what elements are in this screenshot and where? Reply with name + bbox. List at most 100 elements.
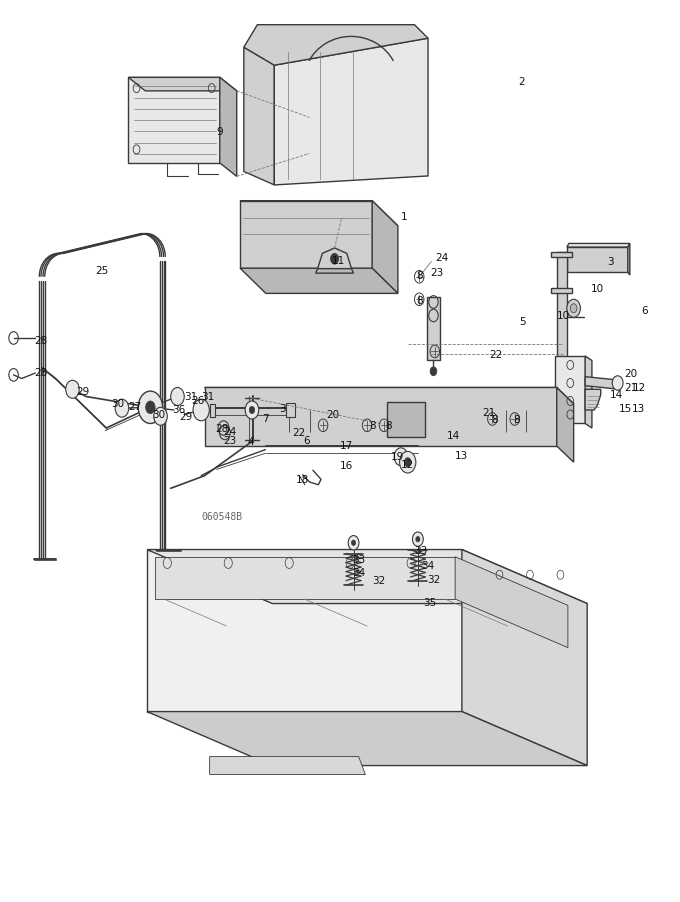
Text: 15: 15 <box>619 404 632 414</box>
Polygon shape <box>316 270 354 274</box>
Polygon shape <box>240 201 372 269</box>
Circle shape <box>430 367 437 376</box>
Polygon shape <box>628 244 630 276</box>
Text: 11: 11 <box>332 255 345 265</box>
Text: 6: 6 <box>641 306 648 316</box>
Polygon shape <box>205 388 557 446</box>
Circle shape <box>138 391 163 424</box>
Text: 8: 8 <box>491 415 498 425</box>
Text: 10: 10 <box>557 311 570 321</box>
Text: 5: 5 <box>520 317 526 327</box>
Circle shape <box>571 305 577 313</box>
Polygon shape <box>388 403 424 437</box>
Circle shape <box>567 300 581 318</box>
Text: 21: 21 <box>482 408 496 418</box>
Circle shape <box>612 376 623 391</box>
Text: 30: 30 <box>112 399 124 409</box>
Polygon shape <box>426 299 440 361</box>
Text: 8: 8 <box>417 271 423 281</box>
Polygon shape <box>129 78 220 163</box>
Circle shape <box>400 452 416 474</box>
Polygon shape <box>244 25 428 66</box>
Text: 7: 7 <box>262 414 269 424</box>
Text: 20: 20 <box>625 369 638 379</box>
Text: 24: 24 <box>224 427 237 437</box>
Text: 3: 3 <box>607 257 614 267</box>
Circle shape <box>352 540 356 546</box>
Circle shape <box>115 400 129 418</box>
Polygon shape <box>147 550 588 603</box>
Polygon shape <box>455 557 568 648</box>
Circle shape <box>330 254 339 265</box>
Polygon shape <box>557 253 567 361</box>
Text: 20: 20 <box>326 410 340 420</box>
Text: 19: 19 <box>391 451 404 462</box>
Text: 1: 1 <box>401 212 407 222</box>
Text: 10: 10 <box>591 284 604 294</box>
Text: 28: 28 <box>215 424 228 434</box>
Polygon shape <box>286 403 295 418</box>
Polygon shape <box>220 78 237 177</box>
Text: 28: 28 <box>34 336 48 345</box>
Polygon shape <box>155 557 455 599</box>
Text: 32: 32 <box>372 575 386 585</box>
Polygon shape <box>210 404 216 418</box>
Text: 12: 12 <box>401 459 414 469</box>
Text: 35: 35 <box>423 597 436 607</box>
Text: 13: 13 <box>456 450 469 461</box>
Text: 22: 22 <box>293 428 306 438</box>
Text: 23: 23 <box>430 268 443 278</box>
Text: 30: 30 <box>152 410 165 419</box>
Text: 31: 31 <box>184 392 198 402</box>
Polygon shape <box>205 388 574 404</box>
Text: 9: 9 <box>216 127 223 137</box>
Text: 4: 4 <box>248 437 254 447</box>
Text: 23: 23 <box>223 435 236 446</box>
Text: 16: 16 <box>340 460 354 470</box>
Polygon shape <box>557 388 574 463</box>
Text: 36: 36 <box>172 405 186 415</box>
Text: 26: 26 <box>191 396 205 406</box>
Polygon shape <box>318 249 352 270</box>
Text: 31: 31 <box>201 392 215 402</box>
Text: 2: 2 <box>518 78 525 87</box>
Polygon shape <box>567 248 628 273</box>
Text: 24: 24 <box>435 253 448 262</box>
Circle shape <box>250 407 255 414</box>
Text: 21: 21 <box>625 383 638 393</box>
Text: 33: 33 <box>415 545 428 555</box>
Circle shape <box>413 532 423 547</box>
Polygon shape <box>240 269 398 294</box>
Circle shape <box>348 536 359 550</box>
Polygon shape <box>129 78 237 92</box>
Circle shape <box>146 401 155 414</box>
Text: 6: 6 <box>303 435 309 446</box>
Text: 27: 27 <box>128 402 141 412</box>
Polygon shape <box>585 377 621 390</box>
Text: 32: 32 <box>427 575 440 584</box>
Circle shape <box>416 537 420 542</box>
Text: 14: 14 <box>447 431 460 441</box>
Text: 34: 34 <box>422 560 435 570</box>
Text: 3: 3 <box>279 404 286 414</box>
Circle shape <box>245 401 258 419</box>
Text: 060548B: 060548B <box>201 511 242 521</box>
Circle shape <box>66 381 80 399</box>
Polygon shape <box>567 244 630 248</box>
Circle shape <box>154 408 167 426</box>
Polygon shape <box>556 356 585 424</box>
Text: 29: 29 <box>179 412 192 422</box>
Text: 25: 25 <box>95 266 108 276</box>
Polygon shape <box>240 201 398 226</box>
Text: 17: 17 <box>340 440 354 451</box>
Polygon shape <box>585 356 592 428</box>
Text: 33: 33 <box>352 554 365 564</box>
Polygon shape <box>147 550 462 712</box>
Text: 14: 14 <box>610 390 623 400</box>
Text: 22: 22 <box>489 350 503 360</box>
Text: 8: 8 <box>386 421 392 431</box>
Polygon shape <box>274 39 428 186</box>
Polygon shape <box>551 290 572 294</box>
Text: 18: 18 <box>296 474 309 484</box>
Circle shape <box>394 448 408 466</box>
